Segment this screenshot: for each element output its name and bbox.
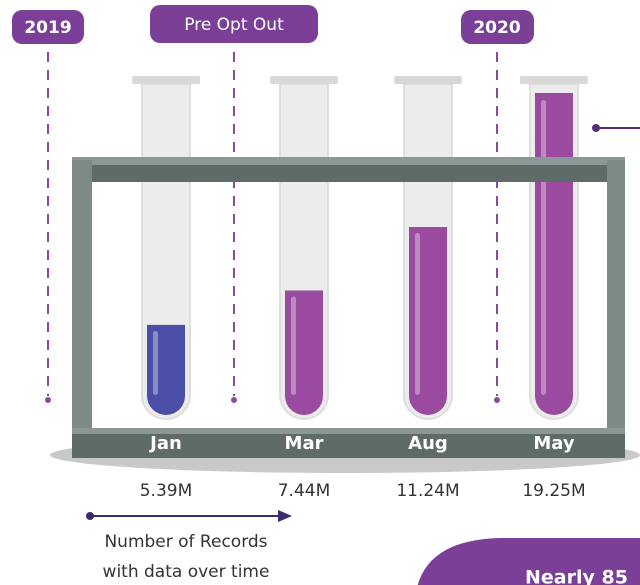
shine <box>541 100 546 395</box>
shine <box>291 297 296 395</box>
category-label: May <box>533 433 575 454</box>
callout: Nearly 85 <box>525 567 628 585</box>
shine <box>415 233 420 395</box>
rack-top-light <box>72 157 625 165</box>
caption: Number of Records <box>104 532 267 552</box>
rack-leg <box>607 160 625 455</box>
tube-rim <box>394 76 462 84</box>
badge: 2019 <box>24 18 71 38</box>
arrow-dot <box>86 512 94 520</box>
rack-leg <box>72 160 92 455</box>
shine <box>153 331 158 395</box>
category-label: Aug <box>408 433 448 454</box>
value-label: 11.24M <box>396 481 459 501</box>
tube-rim <box>270 76 338 84</box>
badge: 2020 <box>473 18 520 38</box>
tube-rim <box>520 76 588 84</box>
liquid <box>535 93 573 415</box>
category-label: Mar <box>285 433 324 454</box>
value-label: 7.44M <box>278 481 331 501</box>
infographic: 2019 Pre Opt Out 2020 Jan 5.39M Mar 7.44M Au… <box>0 0 640 585</box>
liquid <box>409 227 447 415</box>
category-label: Jan <box>148 433 182 454</box>
tube-rim <box>132 76 200 84</box>
liquid <box>147 325 185 415</box>
layout: 2019 Pre Opt Out 2020 Jan 5.39M Mar 7.44M Au… <box>12 5 640 585</box>
value-label: 19.25M <box>522 481 585 501</box>
badge: Pre Opt Out <box>184 15 284 35</box>
tubes <box>132 76 588 419</box>
value-label: 5.39M <box>140 481 193 501</box>
liquid <box>285 291 323 415</box>
caption: with data over time <box>103 562 270 582</box>
arrow-head <box>278 510 292 522</box>
